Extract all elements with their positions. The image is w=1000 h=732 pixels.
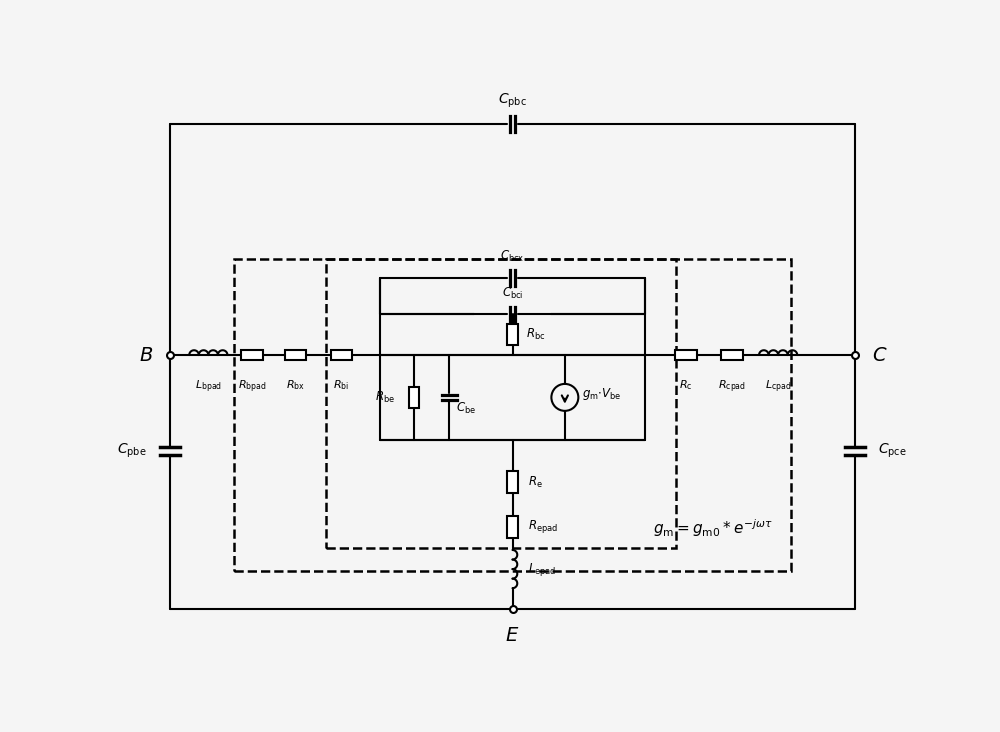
Bar bbox=[409, 386, 419, 408]
Text: $L_{\mathrm{bpad}}$: $L_{\mathrm{bpad}}$ bbox=[195, 378, 222, 395]
Bar bbox=[326, 259, 676, 548]
Text: $R_{\mathrm{bpad}}$: $R_{\mathrm{bpad}}$ bbox=[238, 378, 267, 395]
Bar bbox=[507, 516, 518, 537]
Text: $R_{\mathrm{be}}$: $R_{\mathrm{be}}$ bbox=[375, 390, 395, 405]
Text: $R_{\mathrm{bc}}$: $R_{\mathrm{bc}}$ bbox=[526, 327, 546, 342]
Text: $L_{\mathrm{epad}}$: $L_{\mathrm{epad}}$ bbox=[528, 561, 556, 578]
Text: $R_{\mathrm{bi}}$: $R_{\mathrm{bi}}$ bbox=[333, 378, 350, 392]
Bar bbox=[675, 350, 697, 360]
Bar bbox=[507, 324, 518, 346]
Text: $C$: $C$ bbox=[872, 346, 888, 365]
Text: $R_{\mathrm{e}}$: $R_{\mathrm{e}}$ bbox=[528, 474, 543, 490]
Text: $g_{\mathrm{m}}=g_{\mathrm{m0}}*e^{-j\omega\tau}$: $g_{\mathrm{m}}=g_{\mathrm{m0}}*e^{-j\om… bbox=[653, 518, 772, 539]
Text: $R_{\mathrm{c}}$: $R_{\mathrm{c}}$ bbox=[679, 378, 692, 392]
Text: $C_{\mathrm{bcx}}$: $C_{\mathrm{bcx}}$ bbox=[500, 249, 525, 264]
Text: $E$: $E$ bbox=[505, 626, 520, 645]
Bar bbox=[234, 259, 791, 571]
Text: $R_{\mathrm{cpad}}$: $R_{\mathrm{cpad}}$ bbox=[718, 378, 746, 395]
Text: $g_{\mathrm{m}}{\cdot}V_{\mathrm{be}}$: $g_{\mathrm{m}}{\cdot}V_{\mathrm{be}}$ bbox=[582, 386, 621, 402]
Bar bbox=[331, 350, 352, 360]
Text: $B$: $B$ bbox=[139, 346, 153, 365]
Text: $C_{\mathrm{pce}}$: $C_{\mathrm{pce}}$ bbox=[878, 442, 907, 460]
Text: $C_{\mathrm{pbc}}$: $C_{\mathrm{pbc}}$ bbox=[498, 92, 527, 111]
Bar bbox=[285, 350, 306, 360]
Text: $C_{\mathrm{bci}}$: $C_{\mathrm{bci}}$ bbox=[502, 286, 523, 301]
Bar bbox=[721, 350, 743, 360]
Bar bbox=[507, 471, 518, 493]
Text: $C_{\mathrm{pbe}}$: $C_{\mathrm{pbe}}$ bbox=[117, 442, 147, 460]
Bar bbox=[241, 350, 263, 360]
Text: $C_{\mathrm{be}}$: $C_{\mathrm{be}}$ bbox=[456, 401, 476, 417]
Text: $R_{\mathrm{bx}}$: $R_{\mathrm{bx}}$ bbox=[286, 378, 305, 392]
Text: $R_{\mathrm{epad}}$: $R_{\mathrm{epad}}$ bbox=[528, 518, 558, 535]
Text: $L_{\mathrm{cpad}}$: $L_{\mathrm{cpad}}$ bbox=[765, 378, 791, 395]
